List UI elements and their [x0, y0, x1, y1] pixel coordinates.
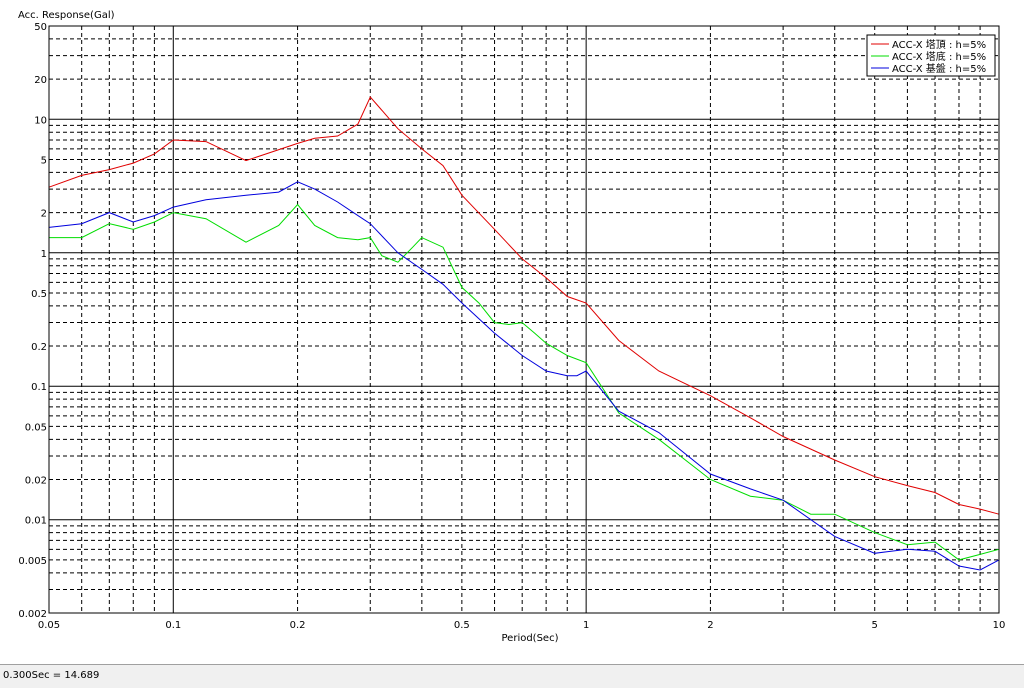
y-tick-label: 0.01	[25, 516, 47, 527]
x-tick-label: 0.5	[454, 620, 470, 631]
status-readout: 0.300Sec = 14.689	[3, 670, 100, 681]
x-tick-label: 0.05	[38, 620, 60, 631]
y-tick-label: 0.1	[31, 382, 47, 393]
x-tick-label: 1	[583, 620, 589, 631]
y-tick-label: 0.5	[31, 289, 47, 300]
x-tick-label: 0.2	[290, 620, 306, 631]
x-axis-title: Period(Sec)	[502, 633, 559, 644]
series-line-2	[49, 203, 1000, 561]
chart-background	[0, 0, 1024, 664]
y-tick-label: 2	[41, 209, 47, 220]
y-tick-label: 1	[41, 249, 47, 260]
data-series	[48, 96, 1000, 571]
y-tick-label: 0.05	[25, 422, 47, 433]
y-tick-label: 0.002	[18, 609, 47, 620]
legend-entry-label: ACC-X 塔頂 : h=5%	[892, 38, 986, 51]
x-tick-label: 5	[872, 620, 878, 631]
legend: ACC-X 塔頂 : h=5%ACC-X 塔底 : h=5%ACC-X 基盤 :…	[866, 34, 996, 77]
y-axis-title: Acc. Response(Gal)	[18, 10, 115, 21]
y-tick-label: 50	[34, 22, 47, 33]
y-tick-label: 0.02	[25, 476, 47, 487]
y-tick-label: 0.005	[18, 556, 47, 567]
y-tick-label: 10	[34, 115, 47, 126]
plot-frame	[48, 25, 1000, 614]
legend-entry-label: ACC-X 塔底 : h=5%	[892, 50, 986, 63]
y-tick-label: 20	[34, 75, 47, 86]
y-tick-label: 0.2	[31, 342, 47, 353]
x-tick-label: 10	[993, 620, 1006, 631]
legend-entry-label: ACC-X 基盤 : h=5%	[892, 62, 986, 75]
response-spectrum-chart: Acc. Response(Gal) 0.05 0.1 0.2 0.5 1 2 5 10 50 2…	[0, 0, 1024, 664]
x-tick-label: 2	[707, 620, 713, 631]
grid	[48, 25, 1000, 614]
status-bar: 0.300Sec = 14.689	[0, 664, 1024, 688]
series-line-1	[48, 96, 1000, 515]
x-tick-label: 0.1	[165, 620, 181, 631]
y-tick-label: 5	[41, 155, 47, 166]
tick-labels: 0.05 0.1 0.2 0.5 1 2 5 10 50 20 10 5 2 1 0.5 0.2 0.1 0.05…	[18, 22, 1005, 631]
series-line-3	[48, 181, 1000, 571]
